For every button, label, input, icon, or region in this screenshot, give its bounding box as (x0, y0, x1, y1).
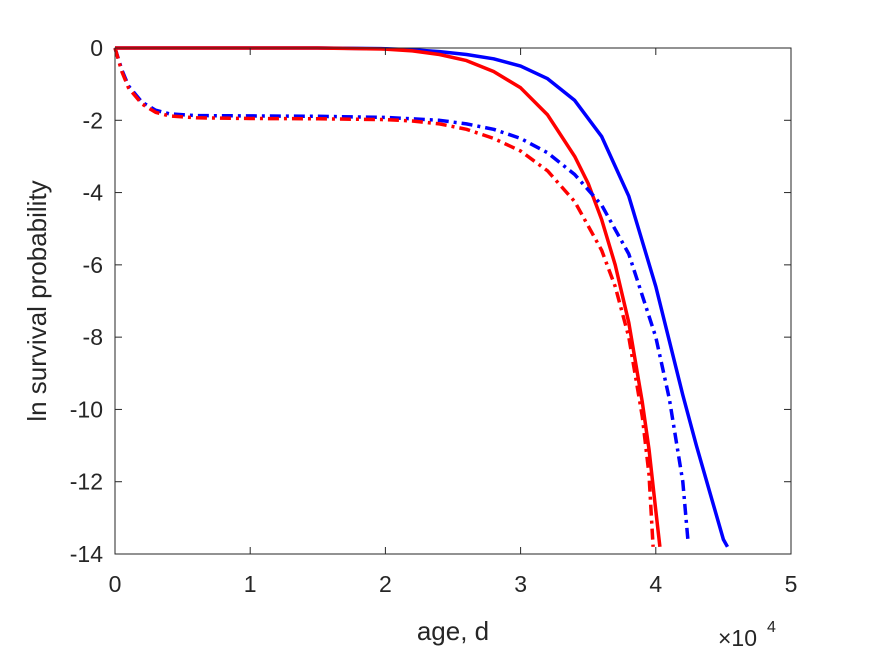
x-axis-label: age, d (417, 616, 489, 646)
x-tick-label-5: 5 (785, 571, 798, 597)
y-tick-label-2: -4 (83, 180, 104, 206)
y-axis-label: ln survival probability (22, 180, 52, 421)
y-tick-label-5: -10 (70, 396, 103, 422)
plot-background (115, 48, 791, 554)
x-tick-label-1: 1 (244, 571, 257, 597)
x-tick-labels: 0 1 2 3 4 5 (109, 571, 798, 597)
x-exponent-power: 4 (767, 619, 776, 636)
x-tick-label-2: 2 (379, 571, 392, 597)
y-tick-label-3: -6 (83, 252, 103, 278)
x-exponent: ×10 4 (718, 619, 776, 651)
series-line-3 (113, 47, 690, 544)
y-tick-label-4: -8 (83, 324, 103, 350)
x-tick-label-3: 3 (514, 571, 527, 597)
y-tick-label-0: 0 (90, 35, 103, 61)
y-tick-label-7: -14 (70, 541, 103, 567)
x-exponent-base: ×10 (718, 625, 757, 651)
x-tick-label-0: 0 (109, 571, 122, 597)
plot-frame (114, 47, 792, 555)
y-tick-label-6: -12 (70, 469, 103, 495)
y-tick-label-1: -2 (83, 107, 103, 133)
x-tick-label-4: 4 (649, 571, 662, 597)
series-line-4 (113, 47, 655, 547)
y-tick-labels: 0 -2 -4 -6 -8 -10 -12 -14 (70, 35, 103, 567)
